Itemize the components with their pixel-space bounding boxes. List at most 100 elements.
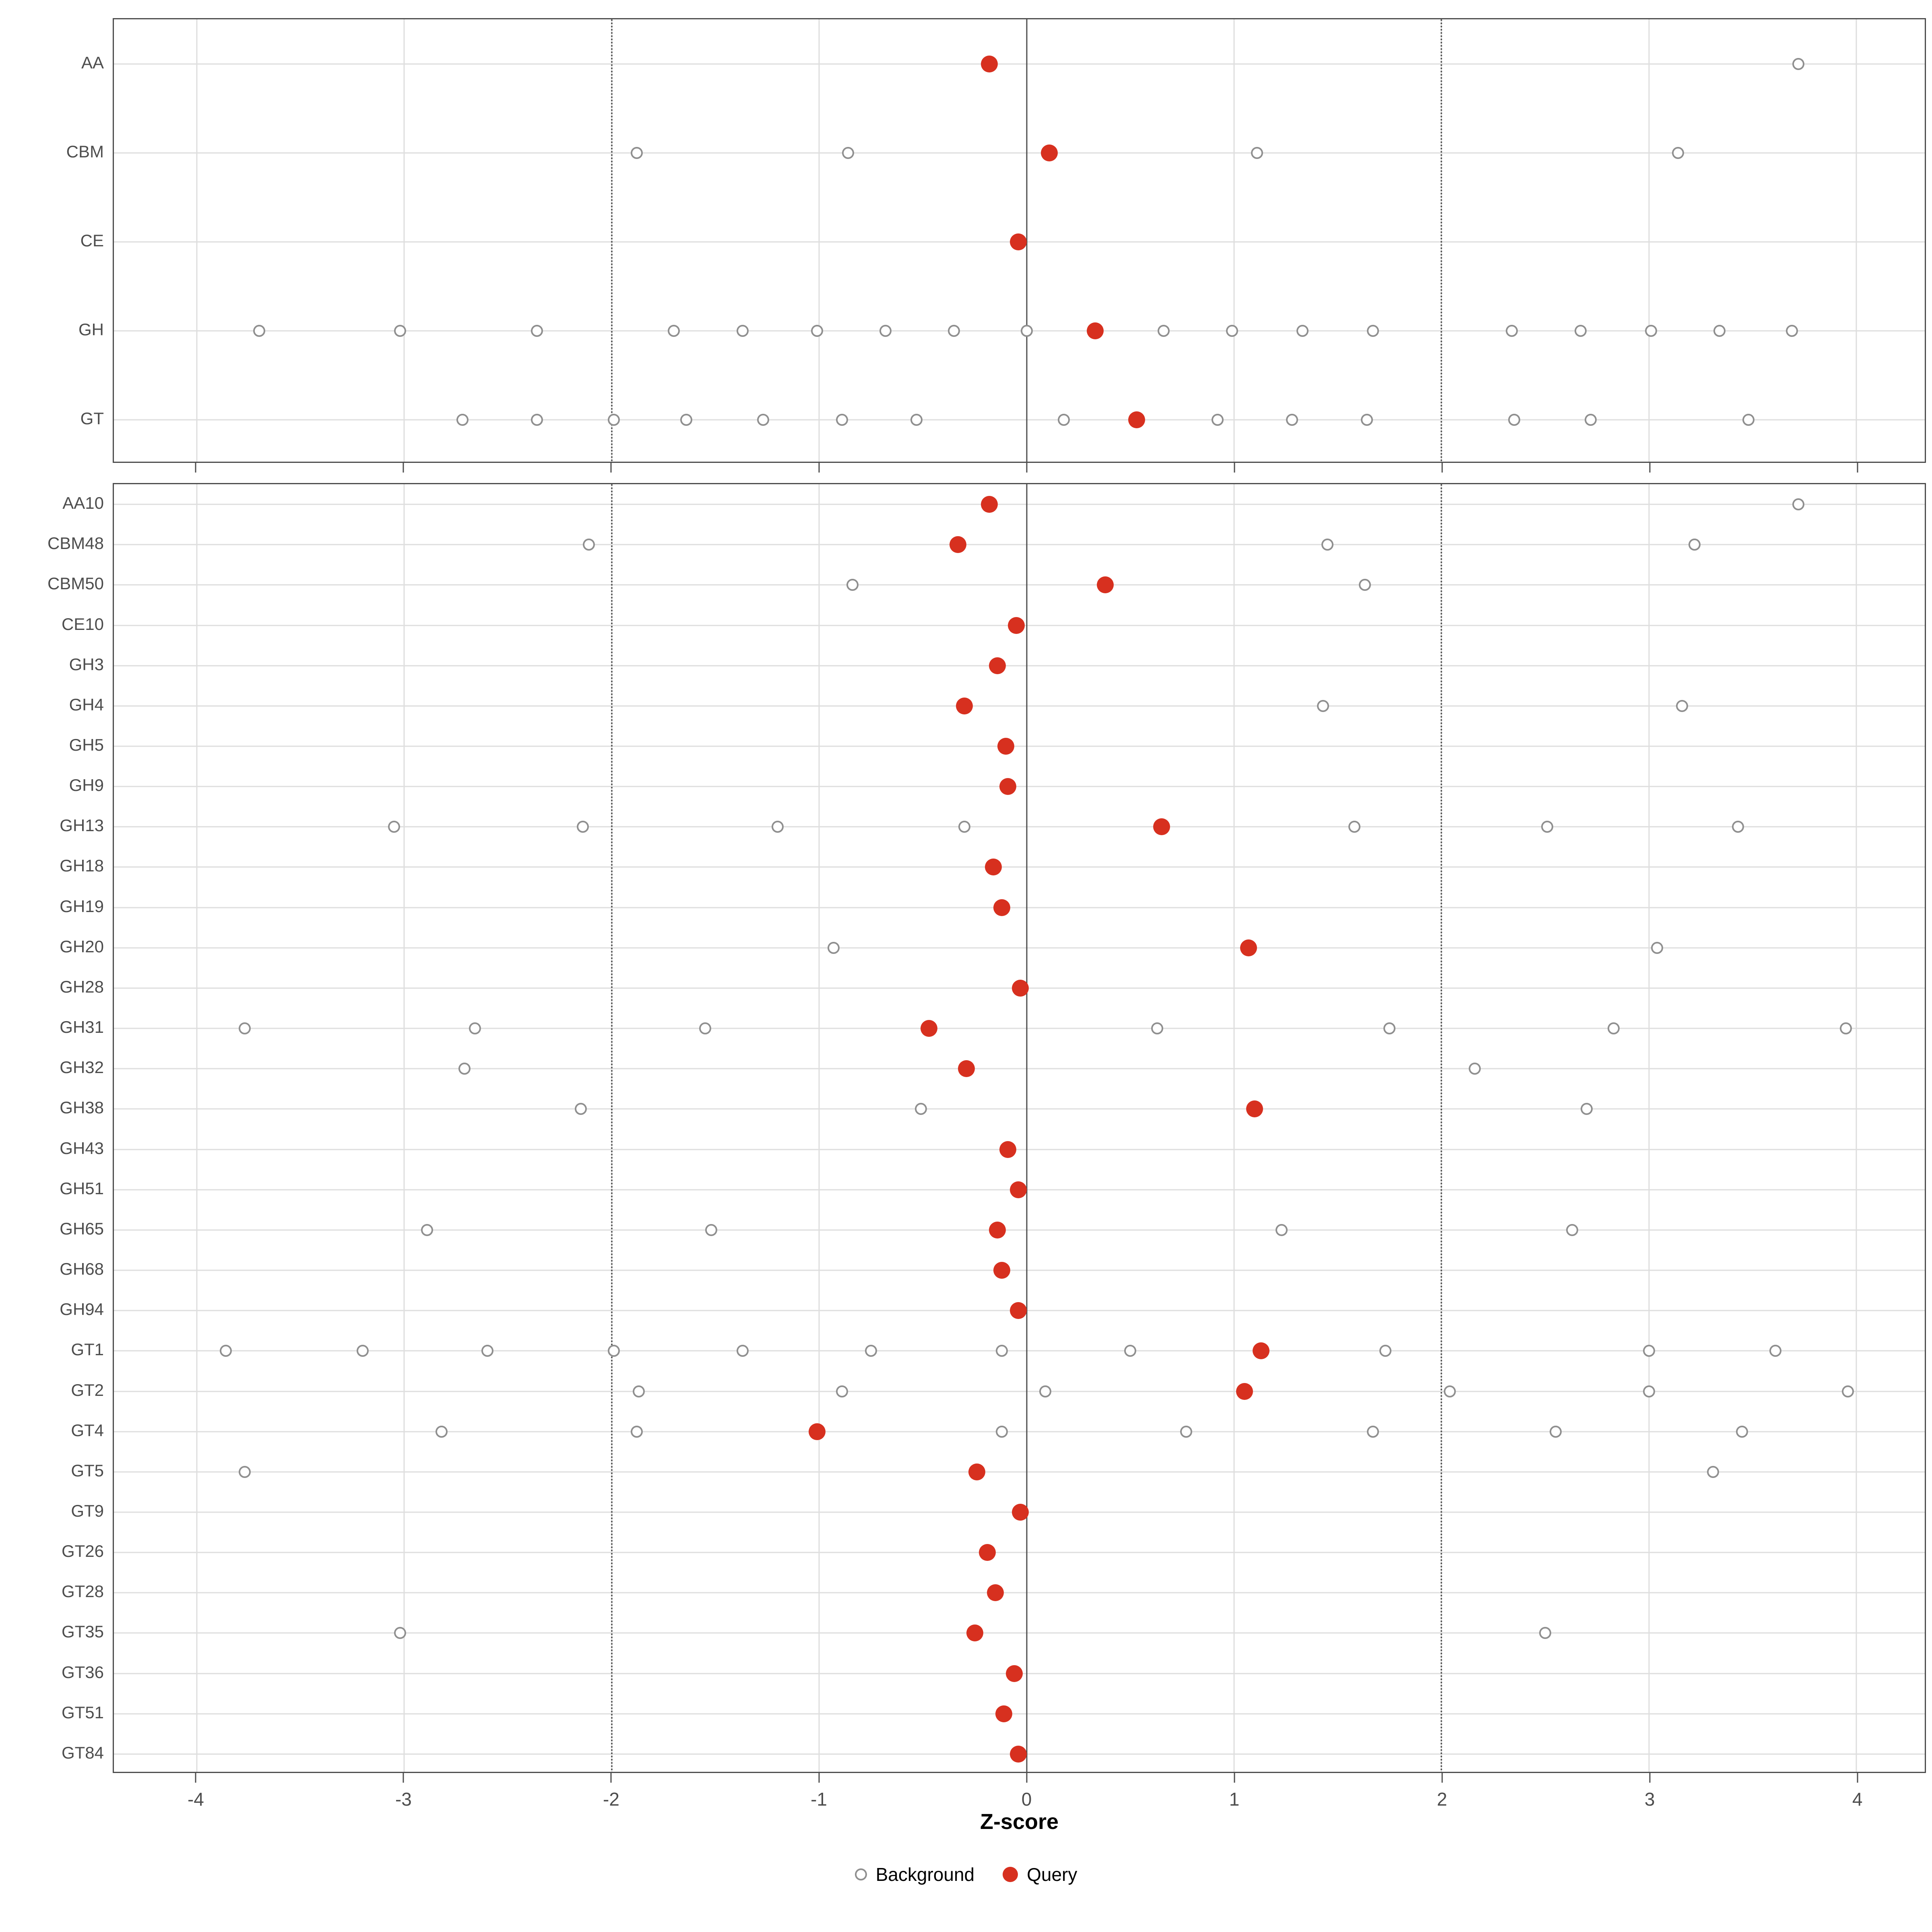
query-point xyxy=(1240,939,1257,956)
x-tick-label: -1 xyxy=(811,1789,827,1810)
background-point xyxy=(1508,413,1520,426)
background-point xyxy=(846,579,859,591)
x-axis-tick xyxy=(1026,1773,1028,1783)
x-tick-label: 1 xyxy=(1229,1789,1240,1810)
y-axis-label-GH43: GH43 xyxy=(60,1138,104,1158)
y-axis-label-GH65: GH65 xyxy=(60,1219,104,1238)
query-point xyxy=(995,1705,1012,1722)
horizontal-gridline xyxy=(114,1350,1925,1352)
x-axis-tick xyxy=(1026,463,1028,473)
reference-line-dotted xyxy=(1441,484,1443,1772)
background-point xyxy=(253,324,265,337)
background-point xyxy=(388,821,400,833)
y-axis-label-GH94: GH94 xyxy=(60,1300,104,1319)
vertical-gridline xyxy=(1648,19,1650,462)
query-point xyxy=(1009,233,1027,250)
background-point xyxy=(668,324,680,337)
background-point xyxy=(1672,147,1684,159)
background-point xyxy=(1348,821,1360,833)
vertical-gridline xyxy=(1648,484,1650,1772)
query-dot-icon xyxy=(1003,1867,1018,1882)
horizontal-gridline xyxy=(114,1229,1925,1231)
background-point xyxy=(680,413,693,426)
query-point xyxy=(1041,144,1058,161)
x-tick-label: 3 xyxy=(1644,1789,1655,1810)
background-point xyxy=(458,1063,471,1075)
background-point xyxy=(1574,324,1587,337)
x-axis-tick xyxy=(1649,463,1651,473)
query-point xyxy=(1009,1745,1027,1763)
background-point xyxy=(1058,413,1070,426)
x-axis-tick xyxy=(1857,463,1858,473)
y-axis-label-CBM48: CBM48 xyxy=(47,534,104,553)
query-point xyxy=(1012,1503,1029,1521)
vertical-gridline xyxy=(196,484,198,1772)
x-axis-tick xyxy=(1649,1773,1651,1783)
y-axis-label-GH4: GH4 xyxy=(69,695,104,714)
background-point xyxy=(1358,579,1371,591)
horizontal-gridline xyxy=(114,1149,1925,1150)
query-point xyxy=(980,55,998,72)
background-point xyxy=(1713,324,1726,337)
horizontal-gridline xyxy=(114,866,1925,868)
y-axis-label-GH19: GH19 xyxy=(60,896,104,916)
x-axis-tick xyxy=(402,1773,404,1783)
background-point xyxy=(394,324,407,337)
x-tick-label: -4 xyxy=(187,1789,204,1810)
query-point xyxy=(1007,617,1025,634)
vertical-gridline xyxy=(818,484,820,1772)
background-point xyxy=(436,1425,448,1438)
horizontal-gridline xyxy=(114,1028,1925,1029)
query-point xyxy=(1012,979,1029,997)
x-axis-title: Z-score xyxy=(980,1810,1059,1834)
background-point xyxy=(1286,413,1298,426)
background-point xyxy=(456,413,469,426)
background-point xyxy=(583,539,595,551)
legend-label: Query xyxy=(1027,1864,1077,1885)
reference-line-dotted xyxy=(611,484,613,1772)
background-point xyxy=(607,1345,620,1357)
y-axis-label-GT36: GT36 xyxy=(61,1662,104,1682)
legend: Background Query xyxy=(0,1864,1932,1885)
query-point xyxy=(989,657,1006,674)
background-point xyxy=(1539,1627,1551,1639)
query-point xyxy=(1153,818,1170,836)
background-point xyxy=(1792,498,1804,511)
background-point xyxy=(1676,700,1688,712)
y-axis-label-GT5: GT5 xyxy=(71,1461,104,1480)
reference-line-dotted xyxy=(1441,19,1443,462)
background-point xyxy=(1157,324,1170,337)
background-point xyxy=(736,324,749,337)
background-point xyxy=(879,324,892,337)
background-point xyxy=(481,1345,493,1357)
background-point xyxy=(1643,1385,1655,1397)
background-point xyxy=(1769,1345,1781,1357)
background-point xyxy=(811,324,824,337)
y-axis-label-GH5: GH5 xyxy=(69,735,104,755)
x-axis-tick xyxy=(1441,463,1443,473)
background-point xyxy=(836,413,848,426)
background-point xyxy=(1321,539,1333,551)
background-point xyxy=(1180,1425,1193,1438)
background-point xyxy=(630,147,643,159)
x-tick-label: 4 xyxy=(1852,1789,1863,1810)
background-point xyxy=(995,1345,1008,1357)
y-axis-label-GH: GH xyxy=(78,320,104,339)
y-axis-label-CBM50: CBM50 xyxy=(47,574,104,593)
query-point xyxy=(980,496,998,513)
y-axis-label-GT51: GT51 xyxy=(61,1703,104,1722)
background-point xyxy=(1707,1466,1719,1478)
y-axis-label-GH31: GH31 xyxy=(60,1018,104,1037)
vertical-gridline xyxy=(403,484,405,1772)
y-axis-label-GT4: GT4 xyxy=(71,1420,104,1440)
background-point xyxy=(607,413,620,426)
y-axis-label-GH68: GH68 xyxy=(60,1259,104,1279)
y-axis-label-GH38: GH38 xyxy=(60,1098,104,1117)
query-point xyxy=(999,778,1017,795)
x-tick-label: -2 xyxy=(603,1789,619,1810)
background-circle-icon xyxy=(855,1868,867,1880)
background-point xyxy=(1736,1425,1748,1438)
background-point xyxy=(948,324,960,337)
